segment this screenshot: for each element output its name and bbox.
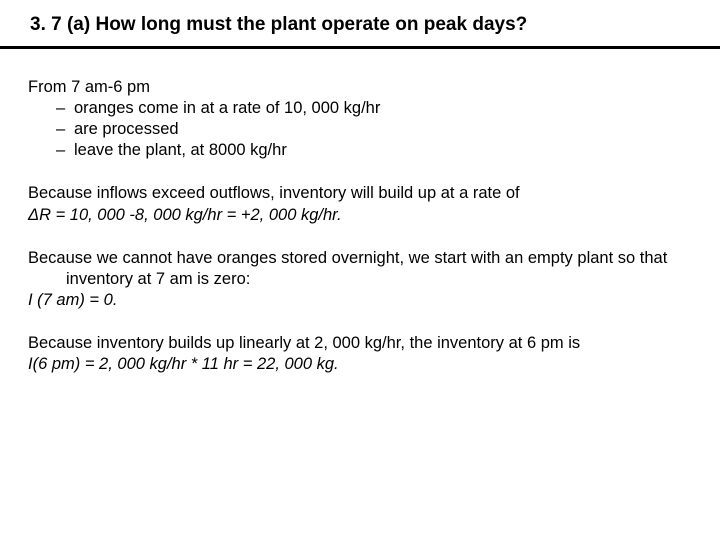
p1-bullet-3: leave the plant, at 8000 kg/hr: [56, 140, 692, 161]
p1-bullets: oranges come in at a rate of 10, 000 kg/…: [28, 98, 692, 161]
p1-bullet-1: oranges come in at a rate of 10, 000 kg/…: [56, 98, 692, 119]
p2-equation: ΔR = 10, 000 -8, 000 kg/hr = +2, 000 kg/…: [28, 205, 692, 226]
paragraph-2: Because inflows exceed outflows, invento…: [28, 183, 692, 225]
p3-equation: I (7 am) = 0.: [28, 290, 692, 311]
slide-body: From 7 am-6 pm oranges come in at a rate…: [28, 77, 692, 375]
p1-bullet-2: are processed: [56, 119, 692, 140]
p4-equation: I(6 pm) = 2, 000 kg/hr * 11 hr = 22, 000…: [28, 354, 692, 375]
slide: 3. 7 (a) How long must the plant operate…: [0, 0, 720, 540]
p2-line1: Because inflows exceed outflows, invento…: [28, 183, 692, 204]
paragraph-4: Because inventory builds up linearly at …: [28, 333, 692, 375]
p1-lead: From 7 am-6 pm: [28, 77, 692, 98]
slide-title: 3. 7 (a) How long must the plant operate…: [30, 14, 692, 36]
paragraph-3: Because we cannot have oranges stored ov…: [28, 248, 692, 311]
p3-line1: Because we cannot have oranges stored ov…: [28, 248, 692, 290]
title-rule: [0, 46, 720, 49]
p4-line1: Because inventory builds up linearly at …: [28, 333, 692, 354]
paragraph-1: From 7 am-6 pm oranges come in at a rate…: [28, 77, 692, 161]
